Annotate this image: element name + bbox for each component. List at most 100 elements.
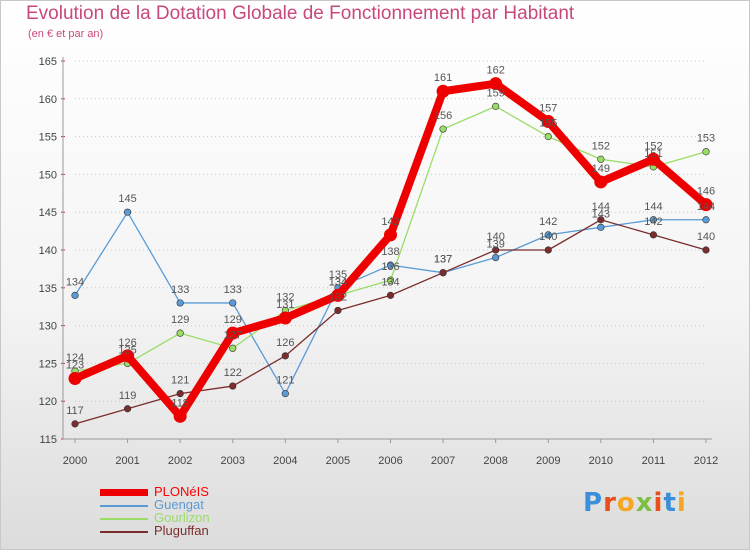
data-point — [386, 276, 395, 284]
logo-letter: r — [603, 488, 617, 518]
data-label: 121 — [276, 375, 294, 387]
data-point — [281, 352, 289, 360]
data-label: 137 — [434, 254, 452, 266]
legend-swatch — [100, 518, 148, 520]
data-label: 155 — [539, 118, 557, 130]
data-point — [281, 390, 289, 398]
data-point — [702, 246, 710, 254]
data-point — [594, 175, 608, 189]
data-point — [226, 326, 240, 340]
y-tick-label: 145 — [39, 207, 57, 219]
data-label: 119 — [119, 390, 137, 402]
x-tick-label: 2003 — [221, 455, 245, 467]
proxiti-logo: Proxiti — [583, 488, 687, 518]
data-label: 144 — [644, 201, 662, 213]
legend-label: Pluguffan — [154, 523, 209, 538]
data-label: 152 — [592, 140, 610, 152]
data-label: 142 — [539, 216, 557, 228]
x-tick-label: 2001 — [115, 455, 139, 467]
data-label: 139 — [486, 239, 504, 251]
chart-subtitle: (en € et par an) — [28, 28, 104, 40]
legend-swatch — [100, 505, 148, 507]
data-point — [121, 349, 135, 363]
data-label: 123 — [66, 360, 84, 372]
x-tick-label: 2009 — [536, 455, 560, 467]
data-label: 151 — [644, 148, 662, 160]
data-point — [173, 409, 187, 423]
data-label: 161 — [434, 72, 452, 84]
data-point — [492, 246, 500, 254]
logo-letter: i — [653, 488, 664, 518]
data-point — [544, 133, 552, 141]
y-tick-label: 130 — [39, 321, 57, 333]
data-point — [176, 299, 184, 307]
data-label: 152 — [644, 140, 662, 152]
data-point — [123, 405, 132, 413]
data-label: 118 — [171, 397, 189, 409]
data-label: 142 — [644, 216, 662, 228]
data-label: 121 — [171, 375, 189, 387]
x-tick-label: 2008 — [483, 455, 507, 467]
x-tick-label: 2012 — [694, 455, 718, 467]
data-label: 127 — [224, 329, 242, 341]
y-tick-label: 150 — [39, 169, 57, 181]
y-tick-label: 155 — [39, 132, 57, 144]
data-label: 146 — [697, 186, 715, 198]
data-label: 132 — [276, 291, 294, 303]
y-tick-label: 115 — [39, 434, 57, 446]
legend-swatch — [100, 531, 148, 533]
data-point — [176, 329, 184, 337]
data-label: 134 — [329, 276, 347, 288]
data-label: 140 — [486, 231, 504, 243]
data-label: 162 — [486, 65, 504, 77]
data-label: 149 — [592, 163, 610, 175]
data-point — [71, 420, 79, 428]
data-label: 134 — [381, 276, 399, 288]
x-tick-label: 2006 — [378, 455, 402, 467]
data-label: 159 — [486, 87, 504, 99]
data-point — [597, 216, 605, 224]
data-point — [439, 125, 447, 133]
data-label: 134 — [66, 276, 84, 288]
legend-swatch — [100, 489, 148, 496]
data-point — [646, 152, 660, 166]
data-label: 129 — [171, 314, 189, 326]
data-label: 131 — [276, 299, 294, 311]
data-label: 156 — [434, 110, 452, 122]
data-label: 137 — [434, 254, 452, 266]
data-point — [71, 291, 79, 299]
data-point — [702, 148, 710, 156]
data-point — [489, 77, 503, 91]
data-point — [229, 344, 237, 352]
data-point — [68, 372, 82, 386]
logo-letter: P — [583, 488, 604, 518]
data-label: 122 — [224, 367, 242, 379]
x-tick-label: 2002 — [168, 455, 192, 467]
x-tick-label: 2007 — [431, 455, 455, 467]
data-label: 142 — [381, 216, 399, 228]
legend-label: PLONéIS — [154, 484, 209, 499]
data-point — [334, 306, 342, 315]
data-label: 133 — [224, 284, 242, 296]
data-label: 144 — [697, 201, 715, 213]
data-point — [649, 231, 658, 239]
data-label: 125 — [118, 344, 136, 356]
y-tick-label: 125 — [39, 358, 57, 370]
x-tick-label: 2000 — [63, 455, 87, 467]
data-point — [699, 198, 713, 212]
data-point — [436, 84, 450, 98]
data-label: 135 — [329, 269, 347, 281]
y-tick-label: 165 — [39, 56, 57, 68]
data-label: 126 — [118, 337, 136, 349]
data-label: 157 — [539, 102, 557, 114]
data-label: 132 — [329, 291, 347, 303]
data-point — [331, 288, 345, 302]
legend-label: Guengat — [154, 497, 204, 512]
logo-letter: t — [663, 488, 677, 518]
data-point — [176, 390, 184, 398]
y-tick-label: 135 — [39, 283, 57, 295]
logo-letter: i — [676, 488, 687, 518]
